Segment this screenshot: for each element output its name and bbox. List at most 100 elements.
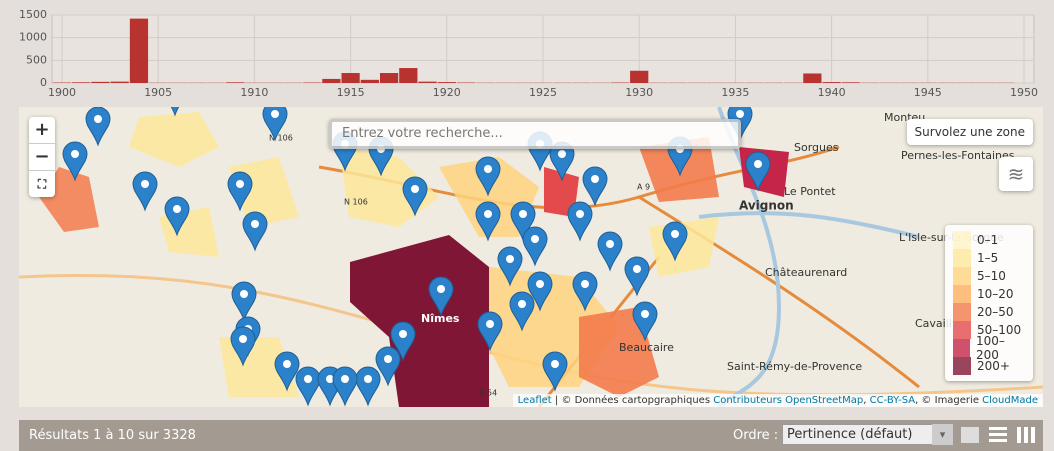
map-marker[interactable] bbox=[632, 301, 658, 342]
map-marker[interactable] bbox=[230, 326, 256, 367]
marker-pin bbox=[227, 171, 253, 212]
map-marker[interactable] bbox=[132, 171, 158, 212]
zoom-control: + − ⛶ bbox=[29, 117, 55, 197]
select-arrow[interactable]: ▾ bbox=[932, 424, 953, 445]
y-tick-label: 1000 bbox=[19, 31, 47, 44]
map-marker[interactable] bbox=[567, 201, 593, 242]
x-tick-label: 1940 bbox=[818, 86, 846, 99]
map-marker[interactable] bbox=[85, 107, 111, 147]
marker-pin bbox=[527, 271, 553, 312]
text: | © Données cartopgraphiques bbox=[554, 395, 711, 406]
marker-pin bbox=[745, 151, 771, 192]
bar bbox=[803, 73, 822, 83]
marker-pin bbox=[402, 176, 428, 217]
map-marker[interactable] bbox=[662, 221, 688, 262]
x-tick-label: 1925 bbox=[529, 86, 557, 99]
view-grid-large[interactable] bbox=[961, 427, 979, 443]
map-marker[interactable] bbox=[332, 366, 358, 407]
bar bbox=[822, 82, 841, 83]
map-marker[interactable] bbox=[510, 201, 536, 242]
map-marker[interactable] bbox=[509, 291, 535, 332]
road-label: N 106 bbox=[344, 198, 368, 207]
zoom-out[interactable]: − bbox=[29, 144, 55, 171]
map-marker[interactable] bbox=[242, 211, 268, 252]
link[interactable]: CloudMade bbox=[982, 395, 1038, 406]
place-label: Nîmes bbox=[421, 312, 460, 325]
map-marker[interactable] bbox=[582, 166, 608, 207]
legend-label: 10–20 bbox=[977, 287, 1014, 301]
legend-swatch bbox=[953, 267, 971, 285]
text: , © Imagerie bbox=[915, 395, 979, 406]
map-marker[interactable] bbox=[475, 201, 501, 242]
x-tick-label: 1900 bbox=[48, 86, 76, 99]
search-input[interactable]: Entrez votre recherche... bbox=[329, 119, 741, 149]
map-marker[interactable] bbox=[375, 346, 401, 387]
marker-dot bbox=[94, 115, 102, 123]
marker-dot bbox=[581, 280, 589, 288]
marker-dot bbox=[641, 310, 649, 318]
legend-item: 50–100 bbox=[953, 321, 1025, 339]
map-marker[interactable] bbox=[274, 351, 300, 392]
link[interactable]: Leaflet bbox=[517, 395, 552, 406]
place-label: Châteaurenard bbox=[765, 266, 847, 279]
x-tick-label: 1915 bbox=[337, 86, 365, 99]
map-marker[interactable] bbox=[227, 171, 253, 212]
map-marker[interactable] bbox=[402, 176, 428, 217]
map[interactable]: Monteu Sorgues Pernes-les-Fontaines Le P… bbox=[19, 107, 1043, 407]
marker-pin bbox=[567, 201, 593, 242]
map-marker[interactable] bbox=[527, 271, 553, 312]
bar bbox=[418, 81, 437, 83]
map-marker[interactable] bbox=[542, 351, 568, 392]
bar bbox=[91, 81, 110, 83]
place-label: Sorgues bbox=[794, 141, 839, 154]
marker-pin bbox=[597, 231, 623, 272]
marker-dot bbox=[364, 375, 372, 383]
bar bbox=[341, 73, 360, 83]
bar bbox=[360, 79, 379, 83]
hover-hint: Survolez une zone bbox=[906, 119, 1033, 145]
place-label: Saint-Rémy-de-Provence bbox=[727, 360, 862, 373]
marker-dot bbox=[271, 110, 279, 118]
map-marker[interactable] bbox=[164, 196, 190, 237]
marker-dot bbox=[671, 230, 679, 238]
view-grid-small[interactable] bbox=[1017, 427, 1035, 443]
link[interactable]: Contributeurs OpenStreetMap bbox=[713, 395, 864, 406]
map-marker[interactable] bbox=[390, 321, 416, 362]
x-tick-label: 1920 bbox=[433, 86, 461, 99]
bar bbox=[841, 82, 860, 83]
map-marker[interactable] bbox=[497, 246, 523, 287]
map-marker[interactable] bbox=[572, 271, 598, 312]
link[interactable]: CC-BY-SA bbox=[869, 395, 916, 406]
map-marker[interactable] bbox=[62, 141, 88, 182]
order-select[interactable]: Pertinence (défaut) bbox=[782, 424, 954, 445]
marker-pin bbox=[390, 321, 416, 362]
marker-pin bbox=[572, 271, 598, 312]
map-marker[interactable] bbox=[597, 231, 623, 272]
map-marker[interactable] bbox=[355, 366, 381, 407]
marker-pin bbox=[295, 366, 321, 407]
map-marker[interactable] bbox=[163, 107, 187, 117]
place-label: Avignon bbox=[739, 199, 794, 213]
marker-pin bbox=[497, 246, 523, 287]
marker-dot bbox=[486, 320, 494, 328]
map-marker[interactable] bbox=[745, 151, 771, 192]
layers-control[interactable]: ≋ bbox=[999, 157, 1033, 191]
legend-swatch bbox=[953, 285, 971, 303]
marker-dot bbox=[536, 280, 544, 288]
view-list[interactable] bbox=[989, 427, 1007, 443]
map-marker[interactable] bbox=[428, 276, 454, 317]
legend-label: 20–50 bbox=[977, 305, 1014, 319]
zoom-in[interactable]: + bbox=[29, 117, 55, 144]
results-summary: Résultats 1 à 10 sur 3328 bbox=[29, 428, 196, 443]
map-marker[interactable] bbox=[522, 226, 548, 267]
map-marker[interactable] bbox=[477, 311, 503, 352]
x-tick-label: 1910 bbox=[240, 86, 268, 99]
map-marker[interactable] bbox=[262, 107, 288, 142]
map-marker[interactable] bbox=[624, 256, 650, 297]
map-marker[interactable] bbox=[295, 366, 321, 407]
legend-label: 200+ bbox=[977, 359, 1010, 373]
fullscreen[interactable]: ⛶ bbox=[37, 177, 47, 191]
map-marker[interactable] bbox=[231, 281, 257, 322]
map-marker[interactable] bbox=[475, 156, 501, 197]
marker-pin bbox=[231, 281, 257, 322]
